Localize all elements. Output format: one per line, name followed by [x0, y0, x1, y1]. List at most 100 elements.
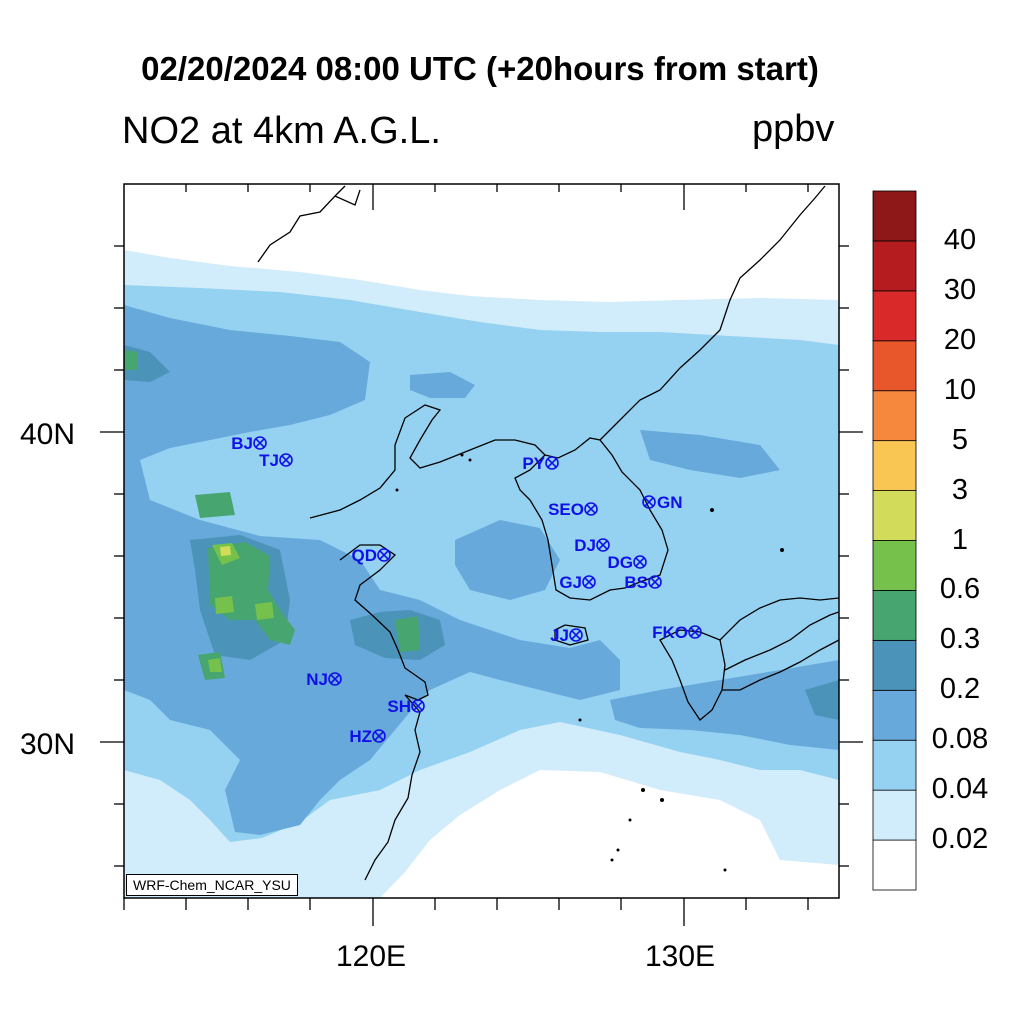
site-label: SH [387, 697, 411, 716]
lon-label-120e: 120E [336, 940, 407, 973]
colorbar-box [872, 590, 917, 641]
colorbar-box [872, 340, 917, 392]
colorbar-box [872, 789, 917, 841]
site-cross-icon [650, 577, 660, 587]
colorbar-box [872, 190, 917, 242]
site-label: GN [657, 493, 683, 512]
no2-field-level-5c [395, 616, 420, 652]
colorbar-tick-label: 0.6 [939, 573, 981, 606]
colorbar-box [872, 639, 917, 691]
site-marker: BS [624, 573, 662, 592]
site-circle-icon [584, 502, 598, 516]
site-label: DG [608, 553, 634, 572]
lat-label-40n: 40N [20, 418, 76, 451]
no2-field-level-6c [255, 602, 274, 620]
site-circle-icon [569, 628, 583, 642]
colorbar-box [872, 390, 917, 442]
site-marker: TJ [259, 451, 293, 470]
variable-label: NO2 at 4km A.G.L. [122, 110, 441, 152]
no2-field-level-3e [410, 372, 475, 398]
no2-field-level-4d [805, 680, 839, 720]
colorbar-tick-label: 30 [943, 273, 977, 306]
site-cross-icon [547, 458, 557, 468]
no2-field-level-5 [195, 492, 235, 518]
site-label: QD [352, 546, 378, 565]
colorbar-tick-label: 3 [951, 473, 969, 506]
colorbar-box [872, 689, 917, 741]
site-cross-icon [374, 731, 384, 741]
no2-field-level-7 [220, 546, 231, 556]
islands [395, 453, 784, 872]
site-circle-icon [372, 729, 386, 743]
site-marker: GN [642, 493, 683, 512]
site-markers: BJ TJ PY SEO GN QD DJ DG GJ BS JJ FKO NJ SH HZ [231, 434, 702, 746]
site-cross-icon [413, 701, 423, 711]
site-cross-icon [330, 674, 340, 684]
site-cross-icon [690, 627, 700, 637]
site-circle-icon [642, 495, 656, 509]
colorbar-tick-label: 40 [943, 223, 977, 256]
site-circle-icon [328, 672, 342, 686]
site-circle-icon [545, 456, 559, 470]
site-label: BS [624, 573, 648, 592]
site-cross-icon [584, 577, 594, 587]
site-marker: DJ [574, 536, 610, 555]
site-label: NJ [306, 670, 328, 689]
site-circle-icon [648, 575, 662, 589]
site-cross-icon [255, 438, 265, 448]
site-cross-icon [586, 504, 596, 514]
colorbar-box [872, 540, 917, 591]
no2-field-level-3c [610, 660, 839, 750]
site-cross-icon [644, 497, 654, 507]
site-cross-icon [379, 550, 389, 560]
site-circle-icon [596, 538, 610, 552]
colorbar-tick-label: 1 [951, 523, 969, 556]
units-label: ppbv [752, 108, 835, 150]
site-marker: NJ [306, 670, 342, 689]
map-area [124, 184, 839, 898]
site-marker: DG [608, 553, 647, 572]
site-circle-icon [377, 548, 391, 562]
site-circle-icon [253, 436, 267, 450]
lon-label-130e: 130E [645, 940, 716, 973]
colorbar-tick-label: 0.08 [931, 723, 989, 756]
site-circle-icon [411, 699, 425, 713]
colorbar-tick-label: 0.3 [939, 623, 981, 656]
no2-field-level-5e [124, 350, 138, 370]
site-label: BJ [231, 434, 253, 453]
colorbar-tick-label: 0.04 [931, 773, 989, 806]
no2-field-level-3 [124, 305, 620, 835]
site-label: HZ [349, 727, 372, 746]
site-label: FKO [652, 623, 688, 642]
site-marker: SH [387, 697, 425, 716]
no2-field-level-3d [640, 430, 780, 478]
site-marker: QD [352, 546, 391, 565]
site-circle-icon [582, 575, 596, 589]
no2-field-level-6b [215, 596, 234, 614]
site-marker: HZ [349, 727, 386, 746]
site-cross-icon [635, 557, 645, 567]
site-circle-icon [633, 555, 647, 569]
plot-title: 02/20/2024 08:00 UTC (+20hours from star… [141, 50, 819, 87]
site-label: DJ [574, 536, 596, 555]
site-marker: SEO [548, 500, 598, 519]
site-label: JJ [550, 626, 569, 645]
site-marker: PY [522, 454, 559, 473]
site-marker: JJ [550, 626, 583, 645]
site-cross-icon [281, 455, 291, 465]
site-label: SEO [548, 500, 584, 519]
colorbar [872, 190, 917, 891]
site-marker: BJ [231, 434, 267, 453]
no2-field-level-5b [208, 542, 295, 645]
site-label: PY [522, 454, 545, 473]
no2-field-level-3b [455, 520, 560, 600]
site-marker: GJ [559, 573, 596, 592]
colorbar-tick-label: 5 [951, 423, 969, 456]
no2-field-level-6d [208, 658, 222, 672]
site-marker: FKO [652, 623, 702, 642]
colorbar-box [872, 440, 917, 491]
colorbar-tick-label: 0.2 [939, 673, 981, 706]
colorbar-box [872, 290, 917, 342]
model-credit-label: WRF-Chem_NCAR_YSU [126, 874, 298, 896]
lat-label-30n: 30N [20, 728, 76, 761]
